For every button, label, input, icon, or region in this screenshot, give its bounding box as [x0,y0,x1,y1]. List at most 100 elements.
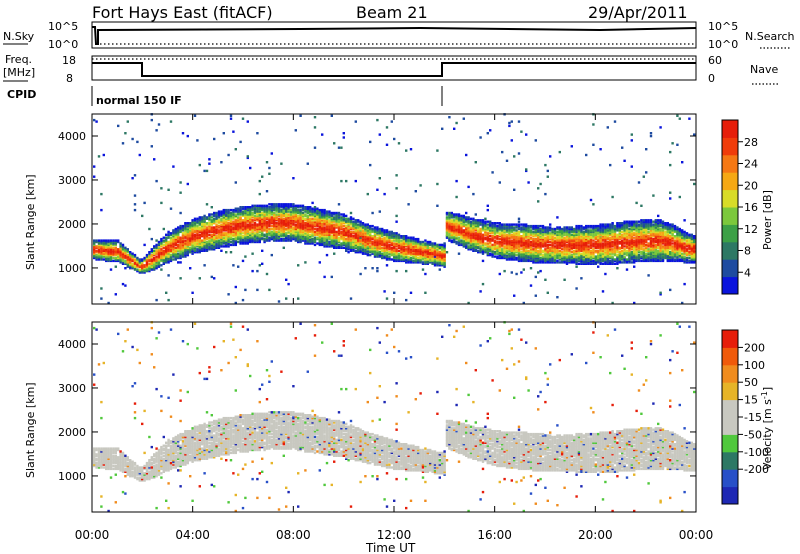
power-cell [225,242,228,245]
power-cell [335,223,338,226]
power-cell [385,255,389,258]
power-cell [606,243,609,247]
power-cell [321,222,324,225]
power-cell [361,222,365,225]
power-cell [361,240,365,244]
power-cell [436,249,439,252]
power-cell [335,245,338,248]
power-cell [527,236,530,239]
power-cell [575,251,578,254]
power-cell [198,217,201,220]
power-cell [537,240,540,244]
power-cell [270,210,273,213]
power-cell [150,259,153,263]
power-cell [333,216,336,219]
power-cell [201,223,204,226]
power-cell [445,236,449,239]
power-cell [294,239,297,242]
power-cell [294,210,297,213]
power-cell [299,208,302,212]
power-cell [217,210,221,213]
power-cell [157,264,161,267]
power-cell [237,230,240,234]
power-cell [220,217,223,220]
power-cell [213,229,216,232]
power-cell [215,240,218,244]
power-cell [208,242,211,245]
power-cell [179,246,182,249]
power-cell [393,137,396,141]
power-cell [510,230,513,234]
power-cell [409,258,413,261]
power-cell [575,236,578,239]
power-cell [253,229,257,232]
power-cell [570,226,573,229]
power-cell [117,253,120,257]
power-cell [258,179,261,183]
power-cell [129,265,132,268]
power-cell [330,243,333,247]
power-cell [489,245,492,248]
power-cell [301,220,305,223]
power-cell [585,226,588,229]
power-cell [561,232,564,235]
power-cell [599,243,602,247]
power-cell [93,243,96,247]
power-cell [203,217,206,220]
power-cell [237,227,240,231]
power-cell [227,293,230,296]
power-cell [604,272,607,276]
power-cell [227,224,230,228]
power-cell [201,230,204,234]
power-cell [534,255,537,258]
power-cell [208,214,211,218]
power-cell [289,214,293,218]
power-cell [352,226,355,229]
power-cell [565,251,569,254]
power-cell [426,249,429,252]
power-cell [287,236,290,239]
power-cell [611,229,614,232]
power-cell [263,229,266,232]
power-cell [172,239,175,242]
power-cell [126,259,129,263]
power-cell [551,258,554,261]
power-cell [318,242,321,245]
power-cell [625,227,629,231]
power-cell [477,246,480,249]
power-cell [220,240,223,244]
power-cell [582,243,585,247]
power-cell [592,203,595,206]
power-cell [361,224,365,228]
power-cell [126,255,129,258]
power-cell [417,240,420,244]
power-cell [577,239,581,242]
power-cell [431,255,434,258]
power-cell [625,252,629,255]
power-cell [167,256,170,260]
power-cell [261,206,264,209]
power-cell [477,222,480,225]
power-cell [352,224,355,228]
power-cell [227,232,230,235]
power-cell [570,239,573,242]
power-cell [513,232,516,235]
power-cell [405,251,408,254]
power-cell [529,245,533,248]
power-cell [292,210,295,213]
power-cell [537,233,540,236]
power-cell [328,213,331,216]
power-cell [294,211,297,215]
power-cell [457,252,461,255]
power-cell [265,230,269,234]
power-cell [534,230,537,234]
power-cell [441,248,444,251]
power-cell [268,229,271,232]
power-cell [426,245,429,248]
power-cell [577,255,581,258]
power-cell [136,265,139,268]
power-cell [539,233,542,236]
power-cell [169,258,173,261]
power-cell [361,246,365,249]
power-cell [426,242,429,245]
